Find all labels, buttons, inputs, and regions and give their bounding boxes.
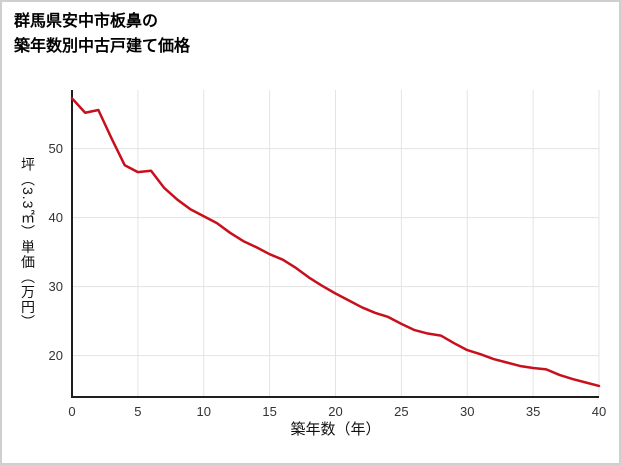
x-tick-label: 5 bbox=[134, 404, 141, 419]
x-tick-label: 10 bbox=[197, 404, 211, 419]
y-tick-label: 20 bbox=[49, 348, 63, 363]
y-tick-label: 30 bbox=[49, 279, 63, 294]
x-axis-label: 築年数（年） bbox=[290, 421, 381, 438]
y-tick-label: 50 bbox=[49, 141, 63, 156]
chart-title-line1: 群馬県安中市板鼻の bbox=[14, 13, 159, 30]
x-tick-label: 25 bbox=[394, 404, 408, 419]
x-tick-label: 35 bbox=[526, 404, 540, 419]
price-line bbox=[70, 97, 601, 388]
y-tick-label: 40 bbox=[49, 210, 63, 225]
x-tick-label: 15 bbox=[262, 404, 276, 419]
x-tick-label: 0 bbox=[68, 404, 75, 419]
chart-title-line2: 築年数別中古戸建て価格 bbox=[14, 37, 191, 55]
x-tick-label: 40 bbox=[592, 404, 606, 419]
chart-title: 群馬県安中市板鼻の 築年数別中古戸建て価格 bbox=[14, 10, 190, 60]
x-tick-label: 30 bbox=[460, 404, 474, 419]
x-tick-label: 20 bbox=[328, 404, 342, 419]
y-axis-label-container: 坪（3.3㎡）単価（万円） bbox=[16, 90, 40, 397]
y-axis-label: 坪（3.3㎡）単価（万円） bbox=[20, 157, 36, 330]
